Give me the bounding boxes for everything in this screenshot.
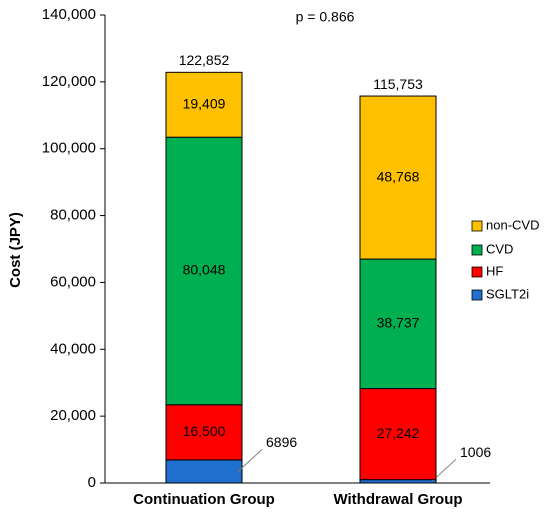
y-axis-label: Cost (JPY) (7, 212, 24, 288)
y-tick-label: 20,000 (50, 407, 96, 424)
legend-swatch (471, 289, 483, 301)
legend-label: non-CVD (486, 217, 539, 232)
value-label: 27,242 (377, 425, 420, 441)
y-tick-label: 120,000 (42, 73, 96, 90)
legend-label: CVD (486, 241, 513, 256)
total-label: 122,852 (179, 52, 230, 68)
bar-segment (359, 479, 437, 484)
bar-segment (165, 71, 243, 138)
y-tick-label: 60,000 (50, 273, 96, 290)
bar-segment (165, 459, 243, 484)
annotation: p = 0.866 (296, 9, 355, 25)
legend-swatch (471, 220, 483, 232)
bar-segment (165, 136, 243, 406)
total-label: 115,753 (373, 76, 423, 92)
y-tick-label: 80,000 (50, 207, 96, 224)
legend-swatch (471, 266, 483, 278)
value-label: 1006 (460, 444, 491, 460)
y-tick-label: 140,000 (42, 6, 96, 23)
legend-label: SGLT2i (486, 286, 529, 301)
bar-segment (359, 388, 437, 481)
y-tick-label: 0 (88, 474, 96, 491)
leader-line (237, 449, 263, 472)
x-tick-label: Continuation Group (133, 491, 275, 508)
value-label: 38,737 (377, 315, 420, 331)
value-label: 48,768 (377, 168, 420, 184)
x-tick-label: Withdrawal Group (333, 491, 462, 508)
y-tick-label: 40,000 (50, 340, 96, 357)
bar-segment (359, 258, 437, 390)
value-label: 16,500 (183, 423, 226, 439)
value-label: 6896 (266, 434, 297, 450)
legend-label: HF (486, 263, 503, 278)
bar-segment (359, 95, 437, 260)
value-label: 80,048 (183, 262, 226, 278)
y-tick-label: 100,000 (42, 140, 96, 157)
value-label: 19,409 (183, 95, 226, 111)
legend-swatch (471, 244, 483, 256)
